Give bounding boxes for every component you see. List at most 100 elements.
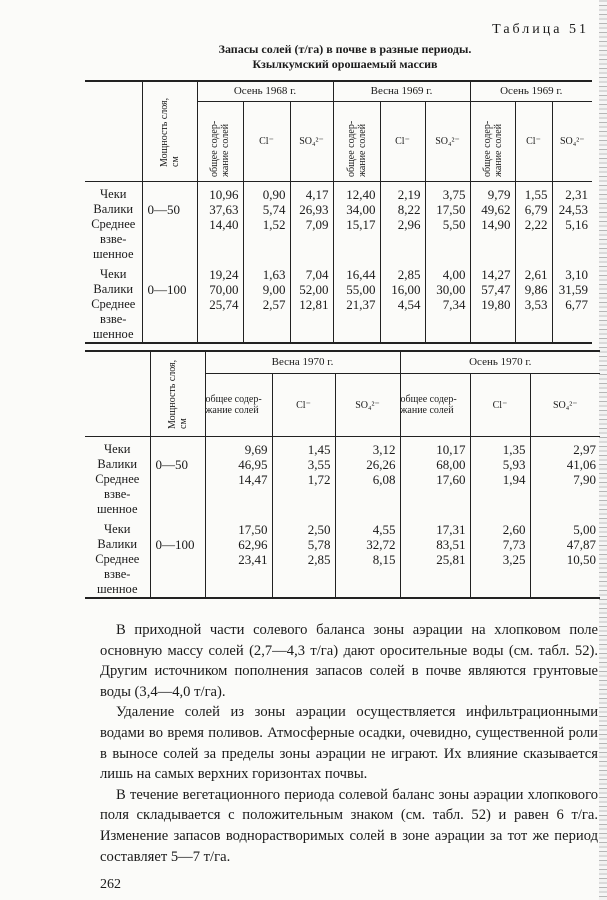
table-row: Чеки Валики Среднее взве-шенное 0—50 9,69 46,9… <box>85 436 601 517</box>
row-label-header <box>85 350 151 437</box>
value: 1,55 <box>524 186 548 202</box>
row-label: Чеки <box>104 521 131 536</box>
value: 32,72 <box>366 536 396 552</box>
value-cell: 12,40 34,00 15,17 <box>332 181 381 262</box>
value-cell: 4,17 26,93 7,09 <box>289 181 334 262</box>
value: 5,16 <box>565 216 589 232</box>
total-salts-header-text: общее содер-жание солей <box>481 120 504 177</box>
value-cell: 3,12 26,26 6,08 <box>334 436 401 517</box>
row-labels: Чеки Валики Среднее взве-шенное <box>85 516 151 598</box>
group-header: Весна 1970 г. <box>204 350 401 374</box>
value-cell: 2,19 8,22 2,96 <box>379 181 426 262</box>
value: 10,50 <box>566 551 597 567</box>
table-title: Запасы солей (т/га) в почве в разные пер… <box>150 42 540 72</box>
group-header: Осень 1970 г. <box>399 350 601 374</box>
value: 14,90 <box>481 216 511 232</box>
value: 17,50 <box>436 201 466 217</box>
layer-thickness: 0—50 <box>141 181 198 262</box>
value: 14,27 <box>481 266 511 282</box>
row-label: Чеки <box>100 266 127 281</box>
value: 52,00 <box>299 281 329 297</box>
value-cell: 2,60 7,73 3,25 <box>469 516 531 598</box>
chloride-header: Cl⁻ <box>242 100 291 182</box>
layer-thickness: 0—100 <box>141 261 198 343</box>
value: 31,59 <box>558 281 589 297</box>
value: 70,00 <box>209 281 239 297</box>
value-cell: 0,90 5,74 1,52 <box>242 181 291 262</box>
paragraph: В течение вегетационного периода солевой… <box>100 786 598 865</box>
value: 17,31 <box>436 521 466 537</box>
chloride-header: Cl⁻ <box>271 372 336 437</box>
value-cell: 7,04 52,00 12,81 <box>289 261 334 343</box>
value-cell: 1,45 3,55 1,72 <box>271 436 336 517</box>
row-label: Чеки <box>104 441 131 456</box>
row-label: Валики <box>97 536 138 551</box>
value-cell: 2,31 24,53 5,16 <box>551 181 593 262</box>
row-label: Среднее <box>91 216 136 231</box>
value: 4,17 <box>305 186 329 202</box>
total-salts-header: общее содер-жание солей <box>332 100 381 182</box>
total-salts-header-text: общее содер-жание солей <box>205 393 262 416</box>
value: 2,61 <box>524 266 548 282</box>
value: 19,80 <box>481 296 511 312</box>
value: 19,24 <box>209 266 239 282</box>
value: 4,00 <box>442 266 466 282</box>
sulfate-header-text: SO₄²⁻ <box>559 136 585 147</box>
value-cell: 1,63 9,00 2,57 <box>242 261 291 343</box>
value: 37,63 <box>209 201 239 217</box>
value-cell: 4,00 30,00 7,34 <box>424 261 471 343</box>
row-label: Среднее <box>95 471 140 486</box>
value: 55,00 <box>346 281 376 297</box>
sulfate-header: SO₄²⁻ <box>289 100 334 182</box>
value-cell: 2,97 41,06 7,90 <box>529 436 601 517</box>
row-label: Чеки <box>100 186 127 201</box>
value-cell: 17,31 83,51 25,81 <box>399 516 471 598</box>
value: 5,78 <box>307 536 331 552</box>
value-cell: 4,55 32,72 8,15 <box>334 516 401 598</box>
sulfate-header: SO₄²⁻ <box>334 372 401 437</box>
sulfate-header: SO₄²⁻ <box>424 100 471 182</box>
chloride-header-text: Cl⁻ <box>492 399 508 411</box>
value: 7,34 <box>442 296 466 312</box>
chloride-header-text: Cl⁻ <box>296 399 311 411</box>
value: 68,00 <box>436 456 466 472</box>
layer-thickness: 0—100 <box>149 516 206 598</box>
value: 57,47 <box>481 281 511 297</box>
value: 2,97 <box>573 441 597 457</box>
thickness-header: Мощность слоя, см <box>149 350 206 437</box>
row-label: шенное <box>92 246 134 261</box>
value: 17,60 <box>436 471 466 487</box>
value: 5,50 <box>442 216 466 232</box>
row-labels: Чеки Валики Среднее взве-шенное <box>85 181 143 262</box>
value: 1,63 <box>262 266 286 282</box>
value: 5,74 <box>262 201 286 217</box>
paragraph: Удаление солей из зоны аэрации осуществл… <box>100 704 598 783</box>
value: 2,22 <box>524 216 548 232</box>
total-salts-header: общее содер-жание солей <box>399 372 471 437</box>
value: 2,85 <box>397 266 421 282</box>
value: 7,09 <box>305 216 329 232</box>
value: 6,08 <box>372 471 396 487</box>
row-label: Валики <box>93 201 134 216</box>
value: 25,81 <box>436 551 466 567</box>
text-flow: В приходной части солевого баланса зоны … <box>100 620 598 893</box>
value-cell: 16,44 55,00 21,37 <box>332 261 381 343</box>
value: 30,00 <box>436 281 466 297</box>
value: 2,60 <box>502 521 526 537</box>
value: 2,96 <box>397 216 421 232</box>
layer-thickness: 0—50 <box>149 436 206 517</box>
value: 49,62 <box>481 201 511 217</box>
value: 26,26 <box>366 456 396 472</box>
value: 2,19 <box>397 186 421 202</box>
value: 34,00 <box>346 201 376 217</box>
sulfate-header: SO₄²⁻ <box>529 372 601 437</box>
value-cell: 19,24 70,00 25,74 <box>196 261 244 343</box>
value: 8,15 <box>372 551 396 567</box>
value: 21,37 <box>346 296 376 312</box>
value: 2,57 <box>262 296 286 312</box>
value: 9,86 <box>524 281 548 297</box>
value: 14,47 <box>238 471 268 487</box>
value-cell: 1,35 5,93 1,94 <box>469 436 531 517</box>
value: 83,51 <box>436 536 466 552</box>
